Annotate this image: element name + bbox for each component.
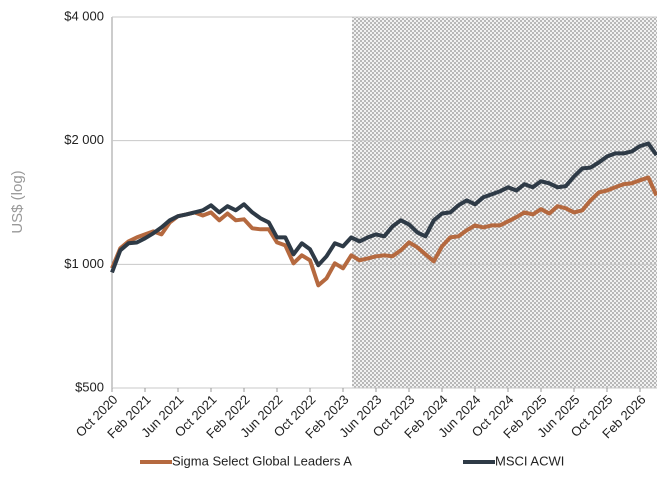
series-line xyxy=(110,175,657,288)
y-tick-label: $1 000 xyxy=(64,256,104,271)
legend-label: Sigma Select Global Leaders A xyxy=(172,453,352,468)
y-tick-label: $500 xyxy=(75,379,104,394)
shaded-region xyxy=(352,17,657,388)
legend-label: MSCI ACWI xyxy=(495,453,564,468)
y-tick-label: $2 000 xyxy=(64,132,104,147)
series-line xyxy=(110,141,657,274)
y-axis-label: US$ (log) xyxy=(9,170,26,233)
y-tick-label: $4 000 xyxy=(64,8,104,23)
